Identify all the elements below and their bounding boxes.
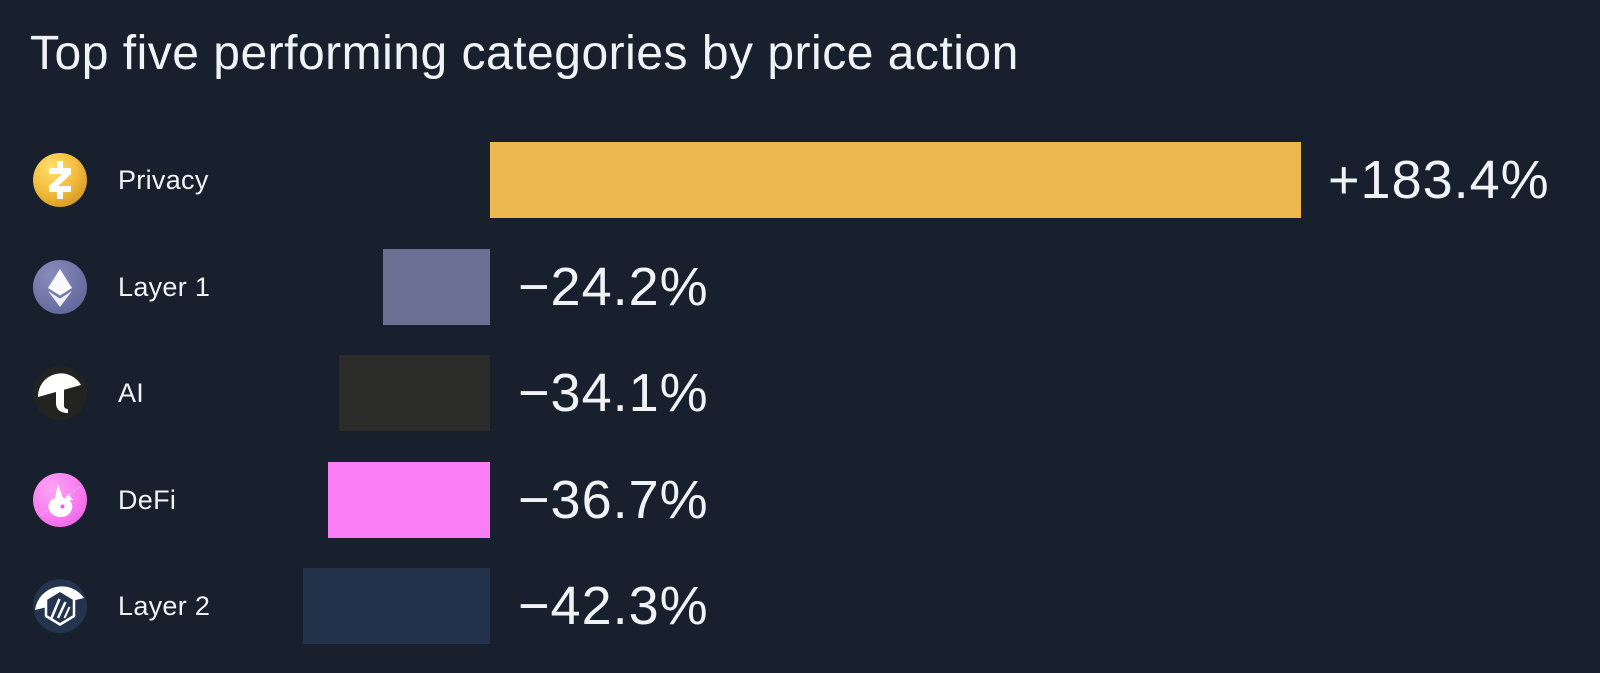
chart-title: Top five performing categories by price …	[30, 27, 1019, 80]
bar	[339, 355, 490, 431]
bar	[303, 568, 490, 644]
category-label: Layer 2	[118, 590, 211, 621]
value-label: +183.4%	[1328, 150, 1550, 210]
bar	[490, 142, 1301, 218]
category-row: DeFi −36.7%	[0, 462, 1600, 538]
value-label: −42.3%	[518, 576, 709, 636]
zcash-icon	[31, 151, 89, 209]
value-label: −36.7%	[518, 470, 709, 530]
uniswap-icon	[31, 471, 89, 529]
category-label: AI	[118, 377, 145, 408]
category-row: Layer 2 −42.3%	[0, 568, 1600, 644]
category-label: Privacy	[118, 164, 209, 195]
bar	[328, 462, 490, 538]
arbitrum-icon	[31, 577, 89, 635]
category-row: AI −34.1%	[0, 355, 1600, 431]
value-label: −34.1%	[518, 363, 709, 423]
bittensor-tao-icon	[31, 364, 89, 422]
ethereum-icon	[31, 258, 89, 316]
category-row: Privacy +183.4%	[0, 142, 1600, 218]
category-row: Layer 1 −24.2%	[0, 249, 1600, 325]
category-label: Layer 1	[118, 271, 211, 302]
category-label: DeFi	[118, 484, 177, 515]
value-label: −24.2%	[518, 257, 709, 317]
bar	[383, 249, 490, 325]
